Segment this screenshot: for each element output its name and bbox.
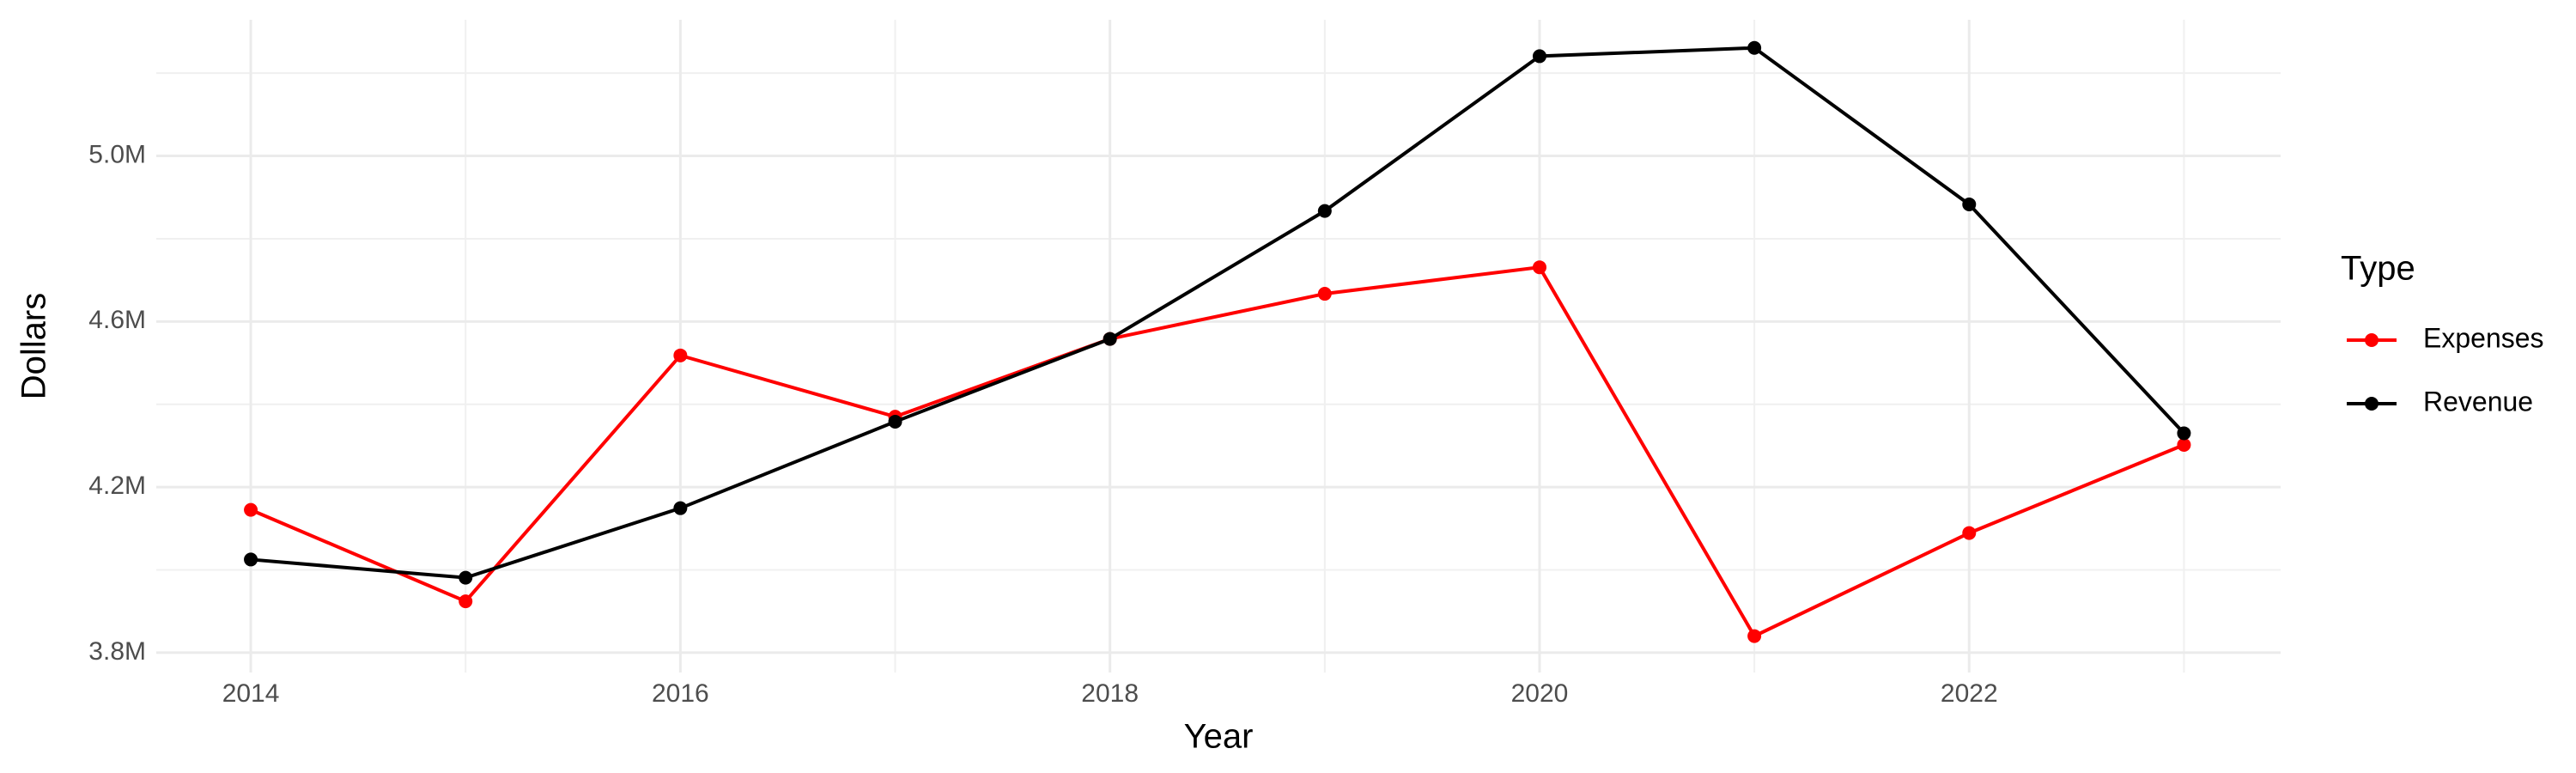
- series-line: [250, 46, 2185, 580]
- x-axis-title: Year: [1184, 718, 1254, 756]
- y-tick-label: 5.0M: [88, 140, 146, 168]
- x-tick-label: 2022: [1941, 679, 1998, 708]
- data-point: [2177, 426, 2191, 441]
- data-point: [1962, 197, 1977, 211]
- legend-swatch-point: [2365, 397, 2379, 411]
- data-point: [1747, 40, 1762, 55]
- data-point: [244, 502, 258, 517]
- x-tick-label: 2016: [652, 679, 709, 708]
- data-point: [459, 570, 473, 585]
- data-point: [1962, 526, 1977, 540]
- data-point: [888, 414, 902, 429]
- y-axis-title: Dollars: [15, 293, 53, 399]
- series-line: [250, 265, 2185, 639]
- data-point: [1747, 629, 1762, 643]
- data-point: [673, 348, 688, 362]
- legend-label: Expenses: [2423, 322, 2544, 353]
- data-point: [1532, 260, 1546, 275]
- x-tick-label: 2020: [1511, 679, 1569, 708]
- data-point: [1317, 287, 1332, 301]
- y-tick-label: 4.2M: [88, 472, 146, 500]
- y-tick-label: 4.6M: [88, 306, 146, 334]
- data-point: [244, 552, 258, 567]
- data-point: [1103, 332, 1117, 346]
- legend-label: Revenue: [2423, 386, 2533, 417]
- data-point: [459, 594, 473, 609]
- legend-title: Type: [2341, 250, 2415, 288]
- x-tick-label: 2014: [222, 679, 280, 708]
- y-tick-label: 3.8M: [88, 637, 146, 666]
- legend-swatch-point: [2365, 333, 2379, 347]
- data-point: [673, 501, 688, 515]
- data-point: [2177, 437, 2191, 452]
- x-tick-label: 2018: [1081, 679, 1139, 708]
- data-point: [1317, 204, 1332, 218]
- data-point: [1532, 49, 1546, 64]
